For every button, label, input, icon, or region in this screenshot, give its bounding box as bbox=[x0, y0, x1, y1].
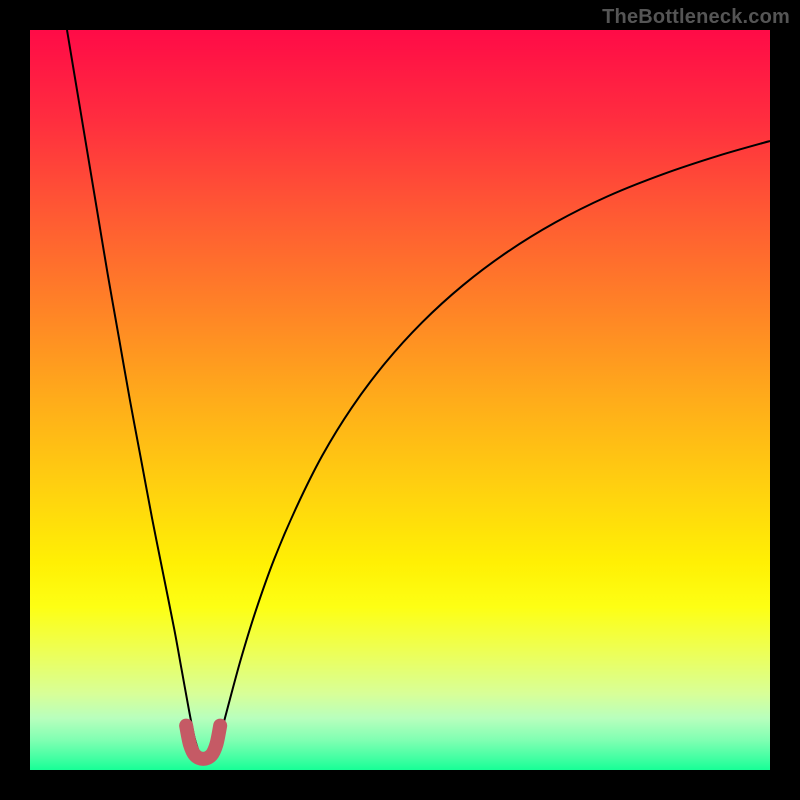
watermark-text: TheBottleneck.com bbox=[602, 6, 790, 29]
bottleneck-chart: TheBottleneck.com bbox=[0, 0, 800, 800]
plot-background-gradient bbox=[30, 30, 770, 770]
chart-svg bbox=[0, 0, 800, 800]
